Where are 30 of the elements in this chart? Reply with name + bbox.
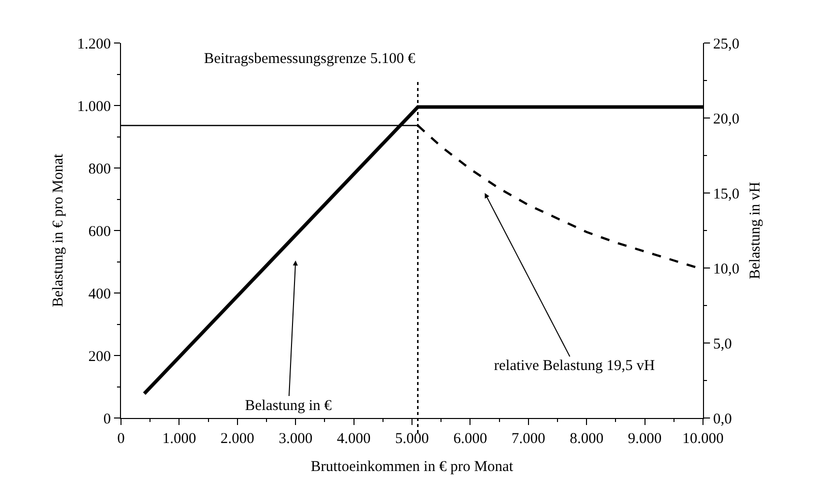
y-tick-label: 1.200: [77, 36, 111, 52]
y-tick-label: 200: [88, 348, 111, 365]
y-tick-label: 400: [88, 286, 111, 302]
x-tick-label: 3.000: [278, 431, 312, 448]
y-tick-label: 800: [88, 161, 111, 178]
x-tick-label: 9.000: [628, 431, 662, 448]
y2-tick-label: 0,0: [713, 411, 732, 428]
x-tick-label: 0: [117, 431, 125, 448]
x-tick-label: 8.000: [570, 431, 604, 448]
y2-tick-label: 10,0: [713, 261, 740, 278]
x-tick-label: 2.000: [220, 431, 254, 448]
x-tick-label: 5.000: [395, 431, 429, 448]
x-tick-label: 6.000: [453, 431, 488, 448]
x-tick-label: 10.000: [682, 431, 724, 448]
y-axis-title: Belastung in € pro Monat: [50, 153, 66, 308]
x-tick-label: 7.000: [512, 431, 546, 448]
y-tick-label: 0: [103, 411, 111, 428]
y-tick-label: 600: [88, 224, 111, 240]
y2-tick-label: 25,0: [713, 36, 740, 52]
x-axis-title: Bruttoeinkommen in € pro Monat: [310, 459, 514, 476]
annotation: relative Belastung 19,5 vH: [494, 358, 655, 374]
y2-tick-label: 15,0: [713, 186, 740, 202]
y-tick-label: 1.000: [77, 98, 111, 115]
y2-tick-label: 5,0: [713, 336, 732, 352]
annotation: Belastung in €: [245, 398, 332, 414]
x-tick-label: 1.000: [162, 431, 196, 448]
y2-tick-label: 20,0: [713, 111, 740, 128]
ref-line-label: Beitragsbemessungsgrenze 5.100 €: [204, 51, 416, 67]
y2-axis-title: Belastung in vH: [747, 182, 764, 280]
x-tick-label: 4.000: [336, 431, 371, 448]
